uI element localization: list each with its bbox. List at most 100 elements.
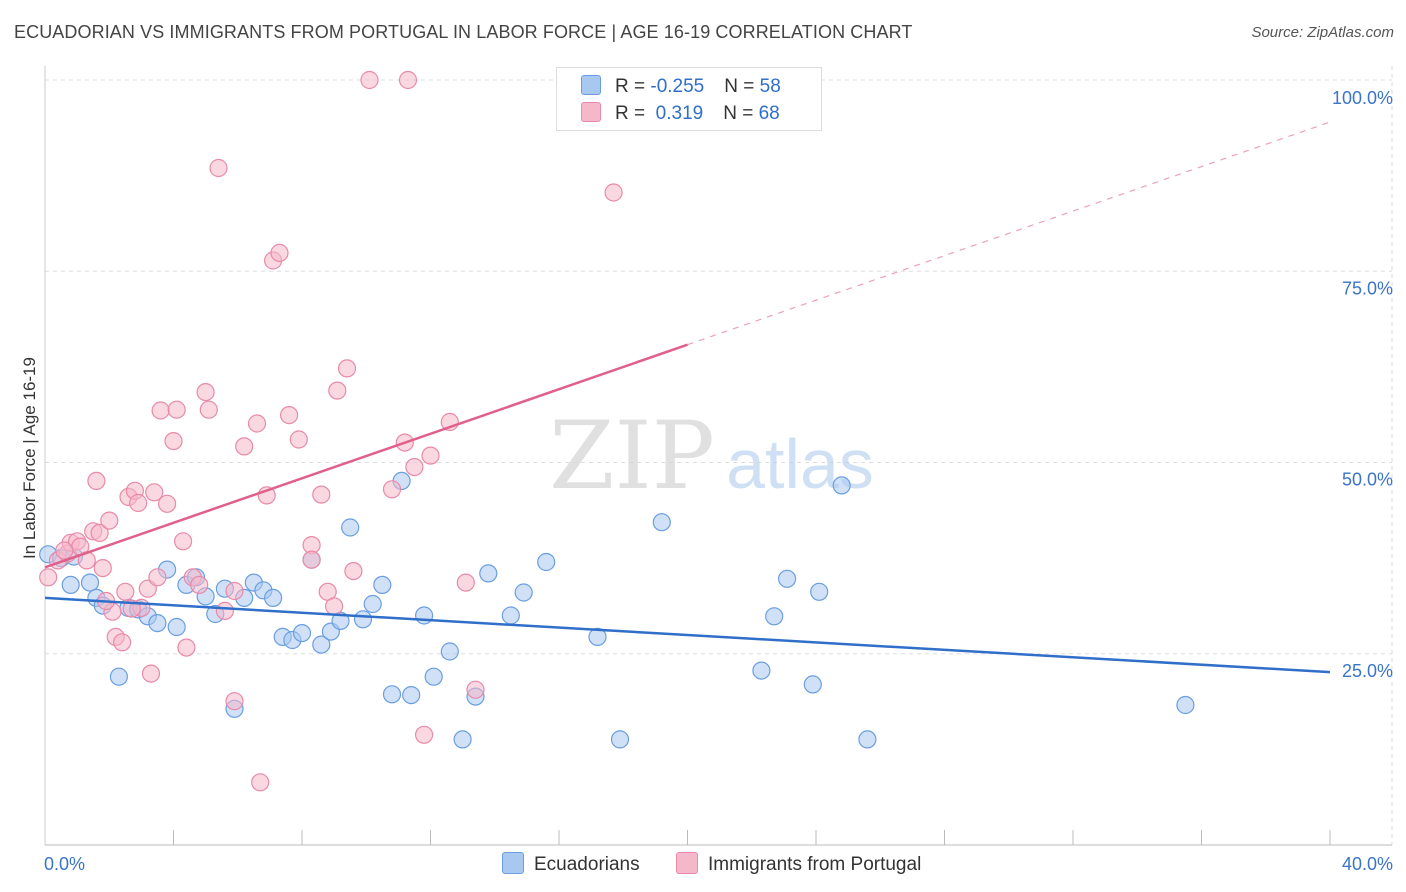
point-ecuadorians [610, 730, 630, 749]
point-ecuadorians [752, 661, 771, 680]
legend-row-ecuadorians: R = -0.255 N = 58 [581, 75, 781, 98]
point-ecuadorians [61, 575, 80, 595]
point-portugal [190, 575, 209, 595]
point-ecuadorians [167, 617, 186, 637]
legend-n-value-pink: 68 [758, 103, 780, 124]
tick-labels: 25.0% 50.0% 75.0% 100.0% 0.0% 40.0% [44, 88, 1393, 874]
point-ecuadorians [264, 588, 283, 608]
point-ecuadorians [363, 594, 382, 614]
legend-swatch-blue [581, 75, 601, 95]
x-tick-label-max: 40.0% [1342, 854, 1393, 874]
correlation-legend: R = -0.255 N = 58 R = 0.319 N = 68 [556, 67, 822, 131]
source-label: Source: ZipAtlas.com [1251, 24, 1394, 41]
y-tick-label: 50.0% [1342, 470, 1393, 490]
point-ecuadorians [537, 552, 556, 572]
point-ecuadorians [832, 476, 851, 495]
bottom-legend-swatch-pink [676, 852, 698, 874]
point-ecuadorians [148, 613, 167, 633]
point-portugal [398, 70, 418, 90]
point-ecuadorians [312, 635, 331, 654]
bottom-legend-label-blue: Ecuadorians [534, 854, 640, 875]
legend-n-label: N = [723, 103, 759, 124]
point-ecuadorians [353, 610, 373, 629]
chart-title: ECUADORIAN VS IMMIGRANTS FROM PORTUGAL I… [14, 22, 913, 42]
point-portugal [145, 483, 164, 502]
point-portugal [129, 493, 148, 513]
point-portugal [55, 541, 74, 560]
point-portugal [87, 471, 106, 490]
legend-r-value-blue: -0.255 [650, 76, 705, 97]
point-portugal [466, 680, 485, 699]
point-portugal [360, 70, 379, 90]
point-ecuadorians [858, 730, 877, 749]
point-ecuadorians [382, 685, 402, 704]
point-portugal [302, 550, 321, 569]
point-portugal [456, 573, 475, 592]
point-ecuadorians [341, 518, 360, 537]
y-tick-label: 75.0% [1342, 278, 1393, 298]
point-portugal [112, 633, 132, 652]
bottom-legend-portugal: Immigrants from Portugal [676, 852, 921, 876]
point-ecuadorians [453, 730, 472, 749]
point-portugal [116, 582, 135, 601]
trend-line-portugal-extrapolated [687, 121, 1331, 346]
point-portugal [39, 568, 58, 587]
point-portugal [93, 558, 112, 578]
point-ecuadorians [501, 606, 520, 625]
watermark-zip: ZIP [549, 402, 715, 511]
point-portugal [164, 432, 183, 451]
y-tick-label: 100.0% [1332, 88, 1393, 108]
point-ecuadorians [479, 564, 498, 583]
point-ecuadorians [1176, 695, 1195, 715]
point-ecuadorians [588, 627, 607, 647]
point-portugal [90, 523, 109, 543]
point-portugal [289, 430, 308, 449]
point-portugal [421, 446, 440, 465]
legend-row-portugal: R = 0.319 N = 68 [581, 102, 780, 125]
point-portugal [337, 359, 357, 378]
trend-layer [44, 121, 1331, 674]
point-portugal [415, 725, 434, 744]
legend-r-value-pink: 0.319 [650, 103, 704, 124]
point-portugal [225, 692, 244, 711]
point-portugal [196, 383, 215, 402]
grid-layer [45, 66, 1393, 845]
point-portugal [151, 401, 170, 420]
point-portugal [148, 568, 167, 587]
legend-n-label: N = [724, 76, 760, 97]
point-portugal [325, 597, 344, 616]
point-ecuadorians [440, 642, 459, 661]
point-portugal [251, 773, 270, 792]
point-portugal [199, 400, 218, 419]
point-portugal [405, 458, 424, 477]
point-ecuadorians [803, 675, 822, 694]
point-ecuadorians [373, 575, 392, 595]
point-portugal [270, 243, 289, 262]
point-ecuadorians [810, 582, 829, 601]
point-ecuadorians [777, 569, 797, 588]
point-portugal [177, 638, 196, 657]
trend-line-ecuadorians [44, 596, 1331, 674]
point-ecuadorians [424, 667, 443, 686]
point-portugal [174, 532, 193, 551]
point-portugal [344, 561, 363, 581]
point-portugal [100, 511, 119, 530]
bottom-legend-swatch-blue [502, 852, 524, 874]
point-ecuadorians [109, 667, 129, 686]
x-tick-label-min: 0.0% [44, 854, 85, 874]
watermark-atlas: atlas [726, 425, 874, 503]
point-ecuadorians [292, 623, 312, 643]
point-portugal [225, 581, 244, 601]
axes [44, 66, 1392, 846]
points-layer [39, 70, 1195, 792]
point-ecuadorians [402, 685, 421, 705]
point-ecuadorians [765, 607, 784, 626]
y-tick-label: 25.0% [1342, 661, 1393, 681]
legend-n-value-blue: 58 [759, 76, 781, 97]
trend-line-portugal [44, 343, 688, 569]
point-portugal [235, 437, 254, 456]
legend-r-label: R = [615, 76, 651, 97]
bottom-legend-label-pink: Immigrants from Portugal [708, 854, 922, 875]
point-ecuadorians [652, 513, 671, 532]
